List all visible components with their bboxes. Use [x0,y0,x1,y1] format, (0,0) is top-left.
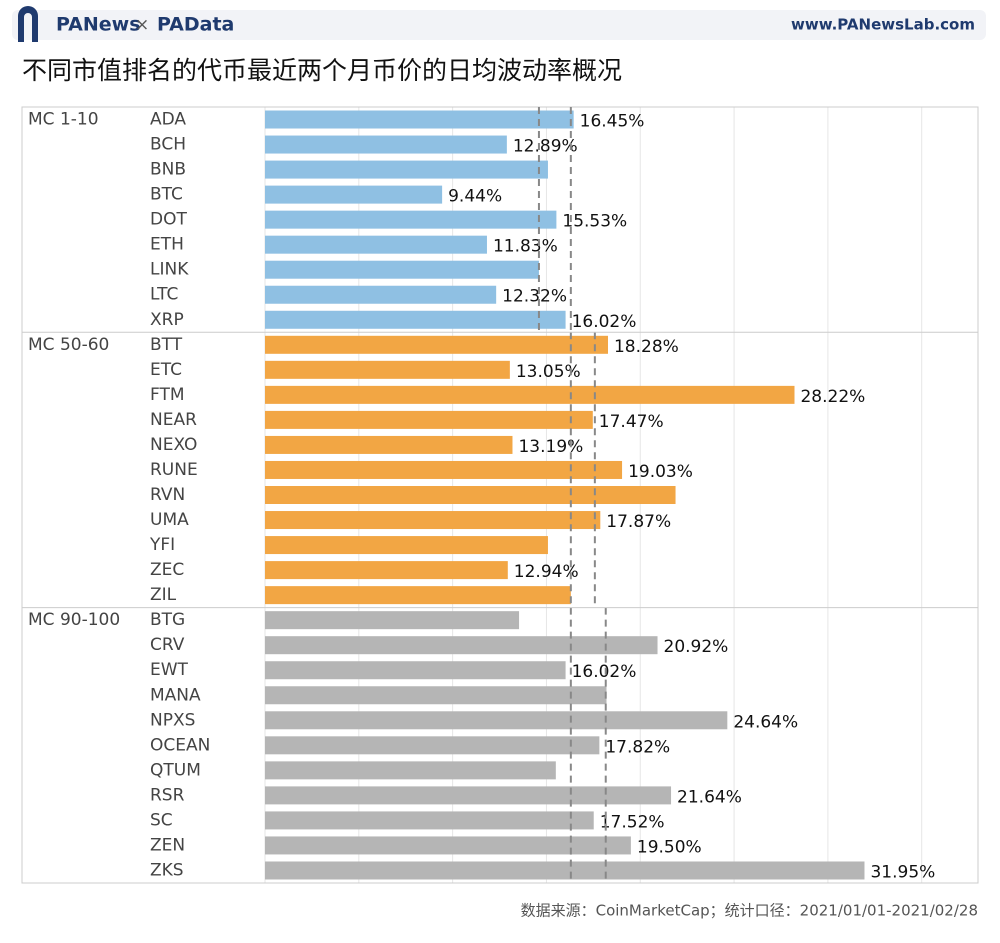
category-label: BTG [150,610,185,630]
group-label: MC 90-100 [28,610,120,630]
category-label: ZEC [150,560,184,580]
category-label: QTUM [150,760,201,780]
bar [265,636,658,655]
bar [265,536,548,555]
category-label: ZKS [150,860,184,880]
category-label: ZIL [150,585,177,605]
category-label: OCEAN [150,735,210,755]
value-label: 28.22% [800,387,865,407]
bar [265,611,520,630]
group-label: MC 50-60 [28,335,109,355]
bar [265,861,865,880]
bar [265,586,571,605]
value-label: 18.28% [614,337,679,357]
bar [265,486,676,504]
group-label: MC 1-10 [28,110,99,130]
bar [265,811,594,830]
category-label: ETH [150,235,184,255]
value-label: 20.92% [664,637,729,657]
category-label: UMA [150,510,189,530]
category-label: EWT [150,660,189,680]
bar [265,185,443,204]
value-label: 12.32% [502,287,567,307]
bar [265,761,556,780]
bar [265,736,600,755]
category-label: BTC [150,185,183,205]
value-label: 19.03% [628,462,693,482]
bar [265,285,497,304]
bar [265,661,566,680]
value-label: 13.05% [516,362,581,382]
value-label: 16.02% [572,312,637,332]
value-label: 16.45% [580,112,645,132]
bar [265,711,728,730]
value-label: 13.19% [518,437,583,457]
category-label: CRV [150,635,185,655]
bar [265,460,623,479]
bar [265,511,601,530]
category-label: NEXO [150,435,197,455]
logo [18,6,38,42]
value-label: 17.52% [600,812,665,832]
value-label: 16.02% [572,662,637,682]
header-bar [12,10,986,40]
category-label: RVN [150,485,185,505]
category-label: RUNE [150,460,198,480]
category-label: NPXS [150,710,195,730]
bar [265,135,507,154]
value-label: 9.44% [448,187,502,207]
source: 数据来源：CoinMarketCap；统计口径：2021/01/01-2021/… [521,902,978,920]
bar [265,561,508,580]
value-label: 24.64% [733,712,798,732]
bar [265,335,608,354]
value-label: 15.53% [562,212,627,232]
bar [265,410,593,429]
category-label: MANA [150,685,201,705]
chart-title: 不同市值排名的代币最近两个月币价的日均波动率概况 [22,56,622,85]
bar [265,310,566,329]
bar [265,385,795,404]
separator: × [135,15,149,35]
category-label: BTT [150,335,183,355]
value-label: 19.50% [637,837,702,857]
bar [265,435,513,454]
category-label: FTM [150,385,185,405]
category-label: LINK [150,260,189,280]
category-label: ETC [150,360,182,380]
value-label: 31.95% [870,862,935,882]
bar [265,160,548,179]
bar [265,360,510,379]
value-label: 17.47% [599,412,664,432]
brand: PANews [56,14,141,36]
category-label: LTC [150,285,178,305]
bar [265,786,672,805]
bar [265,210,557,229]
bar [265,235,487,254]
bar [265,836,631,855]
bar [265,110,574,129]
category-label: RSR [150,785,185,805]
value-label: 12.94% [514,562,579,582]
brand: PAData [157,14,234,36]
category-label: SC [150,810,173,830]
category-label: XRP [150,310,184,330]
bar [265,686,607,705]
category-label: DOT [150,210,187,230]
value-label: 17.87% [606,512,671,532]
category-label: YFI [149,535,175,555]
plot-frame [21,106,979,884]
category-label: NEAR [150,410,197,430]
value-label: 21.64% [677,787,742,807]
url: www.PANewsLab.com [791,16,975,34]
category-label: ZEN [150,835,185,855]
category-label: ADA [150,110,186,130]
value-label: 17.82% [605,737,670,757]
value-label: 11.83% [493,237,558,257]
category-label: BCH [150,135,186,155]
bar [265,260,539,279]
value-label: 12.89% [513,137,578,157]
category-label: BNB [150,160,186,180]
